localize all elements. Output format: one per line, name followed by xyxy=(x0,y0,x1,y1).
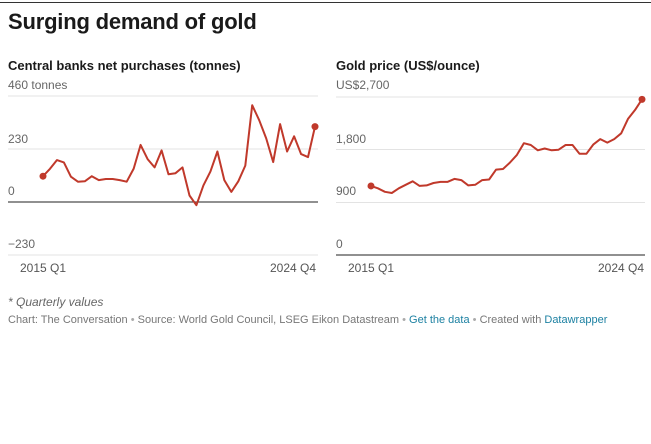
top-rule xyxy=(0,2,651,3)
left-end-point xyxy=(311,123,319,131)
left-ytick-minus230: −230 xyxy=(8,237,36,251)
footer-separator: • xyxy=(399,314,410,326)
footer-separator: • xyxy=(127,314,138,326)
left-plot xyxy=(8,95,319,256)
page-title: Surging demand of gold xyxy=(8,9,257,34)
right-ytick-2700: US$2,700 xyxy=(336,78,390,92)
left-ytick-230: 230 xyxy=(8,132,29,146)
right-xtick-start: 2015 Q1 xyxy=(348,261,395,275)
left-series-line xyxy=(42,104,316,207)
right-plot xyxy=(336,95,646,256)
footer-source: Source: World Gold Council, LSEG Eikon D… xyxy=(137,314,400,326)
left-start-point xyxy=(39,172,47,180)
right-end-point xyxy=(638,95,646,103)
left-ytick-460: 460 tonnes xyxy=(8,78,68,92)
right-ytick-900: 900 xyxy=(336,184,357,198)
right-chart-title: Gold price (US$/ounce) xyxy=(336,58,480,73)
right-start-point xyxy=(367,182,375,190)
left-xtick-start: 2015 Q1 xyxy=(20,261,67,275)
datawrapper-link[interactable]: Datawrapper xyxy=(544,314,608,326)
right-ytick-1800: 1,800 xyxy=(336,132,367,146)
footer-chart-by: Chart: The Conversation xyxy=(8,314,128,326)
left-ytick-0: 0 xyxy=(8,184,15,198)
left-xtick-end: 2024 Q4 xyxy=(270,261,317,275)
footer-credits: Chart: The Conversation • Source: World … xyxy=(8,314,607,326)
footer-separator: • xyxy=(469,314,480,326)
footnote: * Quarterly values xyxy=(8,295,104,309)
get-the-data-link[interactable]: Get the data xyxy=(409,314,470,326)
right-xtick-end: 2024 Q4 xyxy=(598,261,645,275)
right-ytick-0: 0 xyxy=(336,237,343,251)
right-series-line xyxy=(370,98,643,194)
left-chart-title: Central banks net purchases (tonnes) xyxy=(8,58,241,73)
footer-created-with: Created with xyxy=(479,314,545,326)
